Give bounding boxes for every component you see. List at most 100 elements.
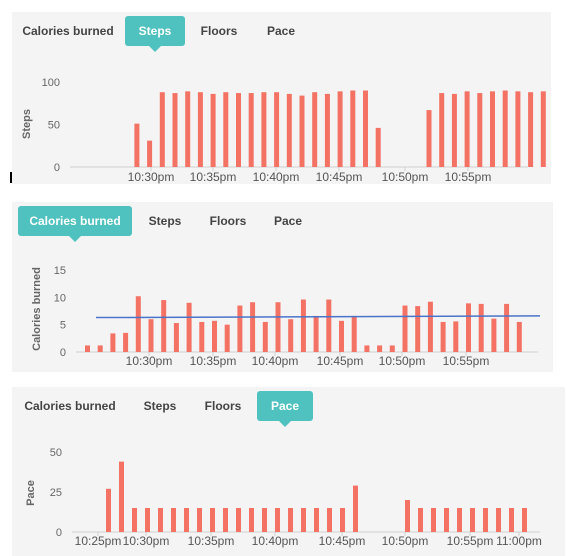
bar xyxy=(351,315,357,352)
bar xyxy=(439,93,445,167)
bar xyxy=(237,305,243,352)
bar xyxy=(210,508,215,532)
bar xyxy=(427,301,433,352)
bar xyxy=(223,92,229,167)
bar xyxy=(363,90,368,167)
bar xyxy=(212,320,217,352)
tab-calories-burned[interactable]: Calories burned xyxy=(18,206,132,242)
bar xyxy=(185,91,191,167)
x-tick-label: 11:00pm xyxy=(496,534,542,548)
y-tick-label: 50 xyxy=(48,120,60,132)
x-tick-label: 10:50pm xyxy=(382,534,429,548)
y-tick-label: 0 xyxy=(54,162,60,174)
tab-steps[interactable]: Steps xyxy=(148,214,182,228)
pace-panel: Calories burned Steps Floors Pace 0 25 50 P… xyxy=(12,387,565,556)
bar xyxy=(426,110,432,167)
bar xyxy=(300,299,306,352)
x-tick-label: 10:35pm xyxy=(190,170,237,184)
bar xyxy=(402,305,408,352)
bar xyxy=(431,508,436,532)
metric-tabs: Calories burned Steps Floors Pace xyxy=(12,12,551,52)
bar xyxy=(250,302,256,352)
steps-chart: 0 50 100 Steps 10:30pm 10:35pm 10:40pm 10:45pm 1… xyxy=(21,77,546,184)
bar xyxy=(286,93,292,167)
tab-steps[interactable]: Steps xyxy=(143,399,177,413)
x-tick-label: 10:55pm xyxy=(447,534,494,548)
tab-pace[interactable]: Pace xyxy=(266,24,296,38)
bar xyxy=(515,91,521,167)
x-tick-label: 10:35pm xyxy=(188,534,235,548)
bar xyxy=(97,345,103,352)
calories-chart: 0 5 10 15 Calories burned 10:30pm 10:35pm 10:40… xyxy=(31,265,541,368)
bar xyxy=(522,508,527,532)
tab-calories-burned[interactable]: Calories burned xyxy=(24,399,116,413)
bar xyxy=(262,321,268,352)
bar xyxy=(483,508,488,532)
bar xyxy=(490,91,495,167)
bar xyxy=(106,488,111,532)
bar xyxy=(353,485,358,532)
bar xyxy=(491,318,497,352)
bar xyxy=(327,508,332,532)
x-tick-label: 10:55pm xyxy=(445,170,492,184)
x-tick-label: 10:45pm xyxy=(317,354,364,368)
tab-floors[interactable]: Floors xyxy=(209,214,247,228)
y-axis-label: Pace xyxy=(25,480,37,506)
bar xyxy=(275,302,281,352)
bar xyxy=(415,306,421,352)
bar xyxy=(418,508,423,532)
bar xyxy=(135,296,141,352)
bar xyxy=(299,95,305,167)
metric-tabs: Calories burned Steps Floors Pace xyxy=(12,387,565,427)
y-tick-label: 100 xyxy=(42,77,60,89)
tab-steps[interactable]: Steps xyxy=(125,16,185,52)
bar xyxy=(457,508,462,532)
y-tick-label: 0 xyxy=(56,527,62,539)
trend-line xyxy=(95,315,541,319)
x-tick-label: 10:30pm xyxy=(123,534,170,548)
bar xyxy=(261,92,267,167)
x-tick-label: 10:25pm xyxy=(75,534,122,548)
x-tick-label: 10:30pm xyxy=(128,170,175,184)
y-axis-label: Steps xyxy=(21,109,33,139)
y-tick-label: 25 xyxy=(50,487,62,499)
bar xyxy=(236,93,241,167)
x-tick-label: 10:40pm xyxy=(252,534,299,548)
bar xyxy=(288,508,293,532)
bar xyxy=(132,508,137,532)
steps-panel: Calories burned Steps Floors Pace 0 50 100… xyxy=(12,12,551,184)
y-tick-label: 0 xyxy=(60,347,66,359)
tab-calories-burned[interactable]: Calories burned xyxy=(22,24,114,38)
bar xyxy=(119,461,124,532)
bar xyxy=(339,320,344,352)
bar xyxy=(171,508,176,532)
bar xyxy=(288,319,294,352)
bar xyxy=(389,345,395,352)
pace-chart: 0 25 50 Pace 10:25pm 10:30pm 10:35pm 10:40pm 10:… xyxy=(25,447,542,548)
y-tick-label: 15 xyxy=(54,265,66,277)
y-tick-label: 10 xyxy=(54,292,66,304)
bar xyxy=(85,345,90,352)
bar xyxy=(184,508,189,532)
tab-pace[interactable]: Pace xyxy=(273,214,303,228)
tab-floors[interactable]: Floors xyxy=(200,24,238,38)
y-tick-label: 50 xyxy=(50,447,62,459)
bar xyxy=(453,321,459,352)
bar xyxy=(110,333,116,352)
bar xyxy=(350,90,356,167)
bar xyxy=(444,508,449,532)
bar xyxy=(197,92,203,167)
bar xyxy=(466,303,471,352)
bar xyxy=(224,324,230,352)
tab-pace[interactable]: Pace xyxy=(257,391,313,427)
bar xyxy=(324,93,330,167)
bar xyxy=(340,508,345,532)
bar xyxy=(301,508,306,532)
bar xyxy=(375,127,381,167)
tab-floors[interactable]: Floors xyxy=(204,399,242,413)
bar xyxy=(478,303,484,352)
bar xyxy=(159,92,165,167)
bar xyxy=(223,508,228,532)
bar xyxy=(248,93,254,167)
bar xyxy=(145,508,150,532)
